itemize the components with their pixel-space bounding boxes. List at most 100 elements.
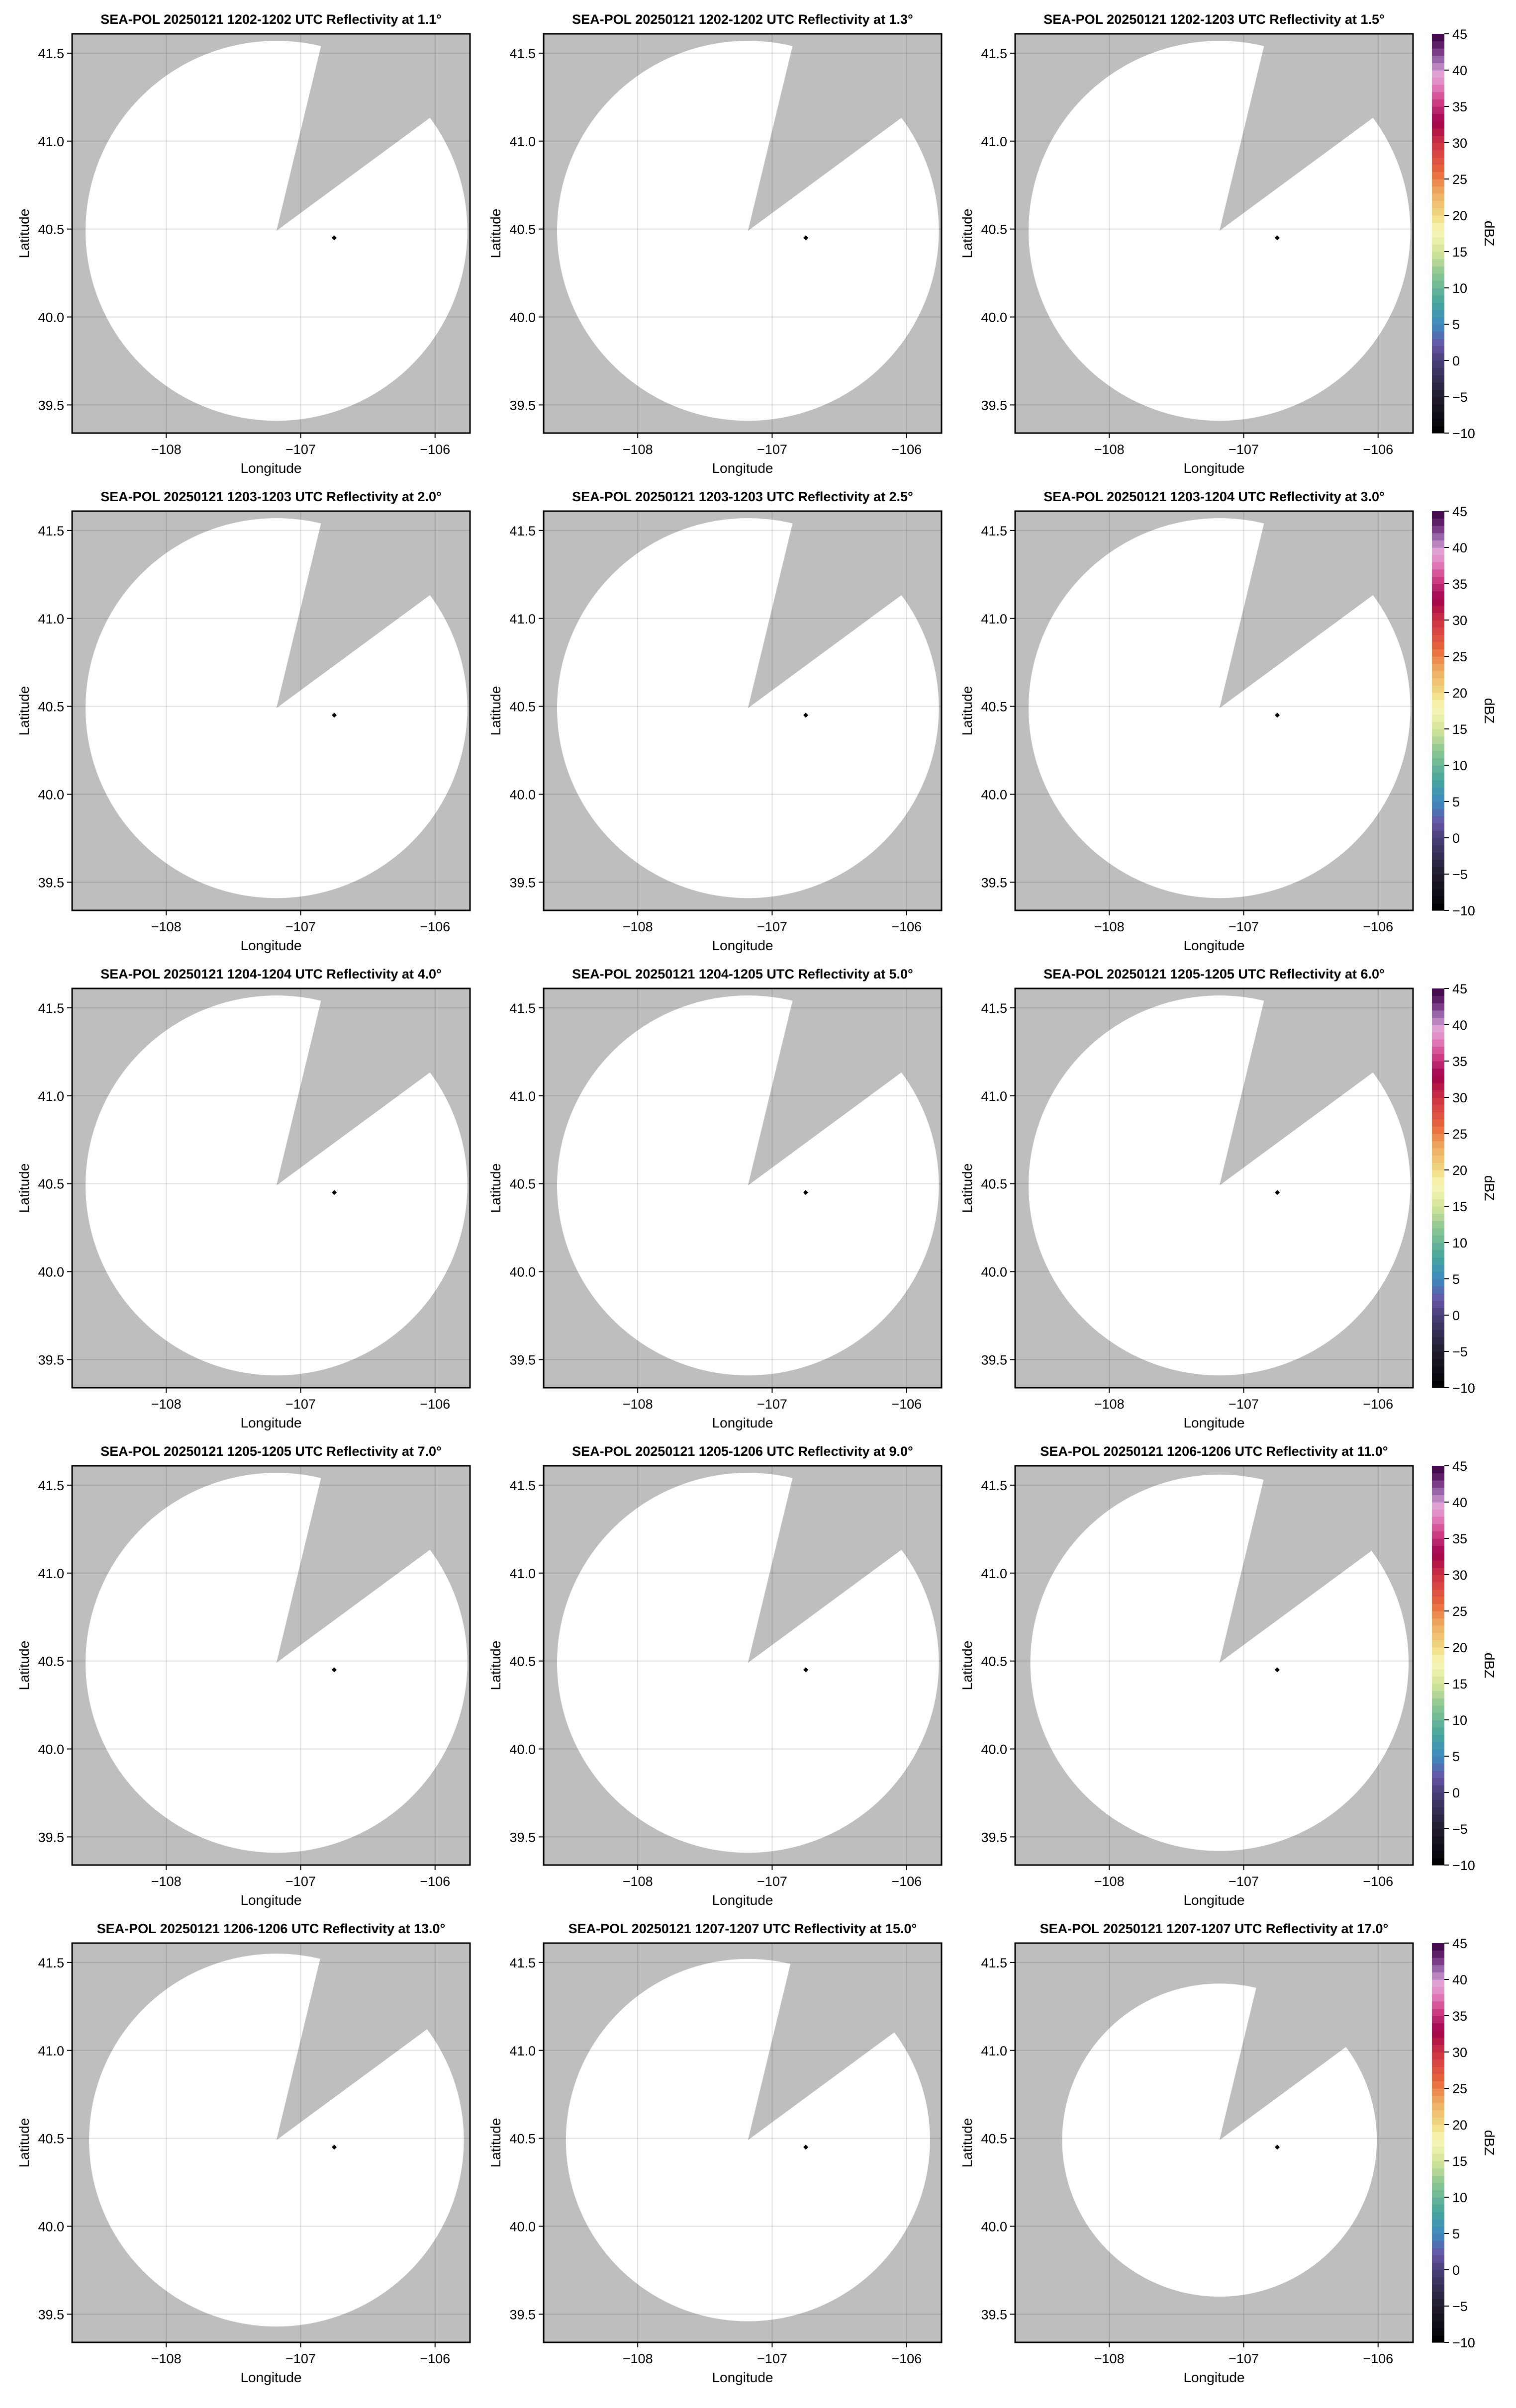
colorbar-bin	[1432, 186, 1444, 194]
y-tick-label: 39.5	[981, 875, 1007, 890]
colorbar-tick-label: 15	[1452, 1199, 1467, 1214]
colorbar-tick-label: 35	[1452, 577, 1467, 592]
y-axis-label: Latitude	[16, 686, 32, 736]
y-tick-label: 40.5	[38, 1654, 64, 1669]
colorbar-bin	[1432, 2262, 1444, 2270]
colorbar-bin	[1432, 1994, 1444, 2002]
colorbar-bin	[1432, 1604, 1444, 1611]
y-tick-label: 41.0	[981, 1089, 1007, 1104]
colorbar-bin	[1432, 164, 1444, 172]
site-marker	[332, 235, 337, 241]
y-tick-label: 39.5	[981, 398, 1007, 413]
x-tick-label: −107	[1229, 919, 1259, 934]
panel-3: SEA-POL 20250121 1202-1203 UTC Reflectiv…	[959, 12, 1497, 476]
colorbar-bin	[1432, 584, 1444, 592]
colorbar-bin	[1432, 1061, 1444, 1069]
colorbar-bin	[1432, 1308, 1444, 1316]
colorbar-tick-label: −10	[1452, 1858, 1475, 1873]
plot-frame	[1014, 33, 1414, 434]
panel-title: SEA-POL 20250121 1203-1203 UTC Reflectiv…	[100, 489, 442, 504]
colorbar: −10 −5 0 5 10 15 20 25 30 35 40 45 dBZ	[1432, 504, 1497, 918]
colorbar-bin	[1432, 2219, 1444, 2227]
colorbar-bin	[1432, 780, 1444, 788]
y-tick-label: 39.5	[509, 1830, 536, 1845]
colorbar-bin	[1432, 106, 1444, 114]
colorbar-bin	[1432, 1300, 1444, 1308]
colorbar-bin	[1432, 1068, 1444, 1076]
x-tick-label: −106	[420, 442, 450, 457]
colorbar-bin	[1432, 591, 1444, 599]
colorbar-tick-label: 20	[1452, 2118, 1467, 2133]
colorbar-bin	[1432, 244, 1444, 252]
y-tick-label: 39.5	[509, 2307, 536, 2322]
y-axis-label: Latitude	[959, 1163, 975, 1213]
colorbar-bin	[1432, 1337, 1444, 1344]
colorbar-bin	[1432, 1112, 1444, 1120]
colorbar-bin	[1432, 1950, 1444, 1958]
colorbar-bin	[1432, 200, 1444, 208]
colorbar-bin	[1432, 2110, 1444, 2118]
y-tick-label: 40.5	[38, 2132, 64, 2146]
colorbar-label: dBZ	[1482, 2130, 1497, 2155]
y-tick-label: 41.0	[38, 1566, 64, 1581]
colorbar-tick-label: 30	[1452, 136, 1467, 151]
colorbar-bin	[1432, 1814, 1444, 1822]
y-tick-label: 41.0	[509, 612, 536, 626]
radar-coverage-sector	[86, 995, 468, 1376]
colorbar-bin	[1432, 1206, 1444, 1214]
x-tick-label: −107	[757, 1874, 787, 1889]
colorbar-bin	[1432, 1366, 1444, 1374]
y-tick-label: 41.0	[38, 1089, 64, 1104]
colorbar-bin	[1432, 1199, 1444, 1207]
colorbar-tick-label: 45	[1452, 1936, 1467, 1951]
site-marker	[803, 2144, 809, 2150]
colorbar-bin	[1432, 1148, 1444, 1156]
x-axis-label: Longitude	[240, 1892, 301, 1908]
colorbar-bin	[1432, 1351, 1444, 1359]
colorbar-bin	[1432, 273, 1444, 281]
colorbar-tick-label: 20	[1452, 208, 1467, 223]
x-tick-label: −108	[1094, 919, 1125, 934]
colorbar-bin	[1432, 1523, 1444, 1531]
colorbar-bin	[1432, 605, 1444, 613]
colorbar-bin	[1432, 620, 1444, 628]
colorbar-bin	[1432, 2233, 1444, 2241]
colorbar-bin	[1432, 802, 1444, 809]
colorbar-bin	[1432, 91, 1444, 99]
site-marker	[803, 1667, 809, 1673]
panel-8: SEA-POL 20250121 1204-1205 UTC Reflectiv…	[488, 967, 943, 1430]
y-tick-label: 40.0	[38, 310, 64, 325]
colorbar-bin	[1432, 874, 1444, 882]
colorbar-bin	[1432, 1858, 1444, 1866]
x-axis-label: Longitude	[240, 938, 301, 953]
x-tick-label: −106	[420, 919, 450, 934]
plot-frame	[71, 1942, 471, 2343]
colorbar-bin	[1432, 237, 1444, 245]
colorbar-bin	[1432, 1516, 1444, 1524]
panel-title: SEA-POL 20250121 1203-1204 UTC Reflectiv…	[1043, 489, 1385, 504]
colorbar-bin	[1432, 787, 1444, 795]
colorbar-bin	[1432, 1480, 1444, 1488]
colorbar-bin	[1432, 2248, 1444, 2256]
colorbar-label: dBZ	[1482, 1175, 1497, 1201]
x-tick-label: −107	[757, 1397, 787, 1412]
colorbar-bin	[1432, 2125, 1444, 2133]
colorbar-bin	[1432, 663, 1444, 671]
y-tick-label: 40.0	[38, 2220, 64, 2234]
colorbar-bin	[1432, 2270, 1444, 2278]
colorbar-bin	[1432, 1322, 1444, 1330]
colorbar-bin	[1432, 823, 1444, 831]
colorbar-bin	[1432, 634, 1444, 642]
colorbar-bin	[1432, 729, 1444, 737]
colorbar-bin	[1432, 1705, 1444, 1713]
x-axis-label: Longitude	[712, 1415, 773, 1430]
x-tick-label: −108	[151, 442, 182, 457]
colorbar-bin	[1432, 1986, 1444, 1994]
colorbar-bin	[1432, 34, 1444, 42]
panel-5: SEA-POL 20250121 1203-1203 UTC Reflectiv…	[488, 489, 943, 953]
y-axis-label: Latitude	[488, 2118, 503, 2168]
y-tick-label: 40.5	[509, 1177, 536, 1192]
y-tick-label: 41.0	[981, 1566, 1007, 1581]
y-tick-label: 41.0	[509, 1566, 536, 1581]
colorbar-bin	[1432, 2320, 1444, 2328]
